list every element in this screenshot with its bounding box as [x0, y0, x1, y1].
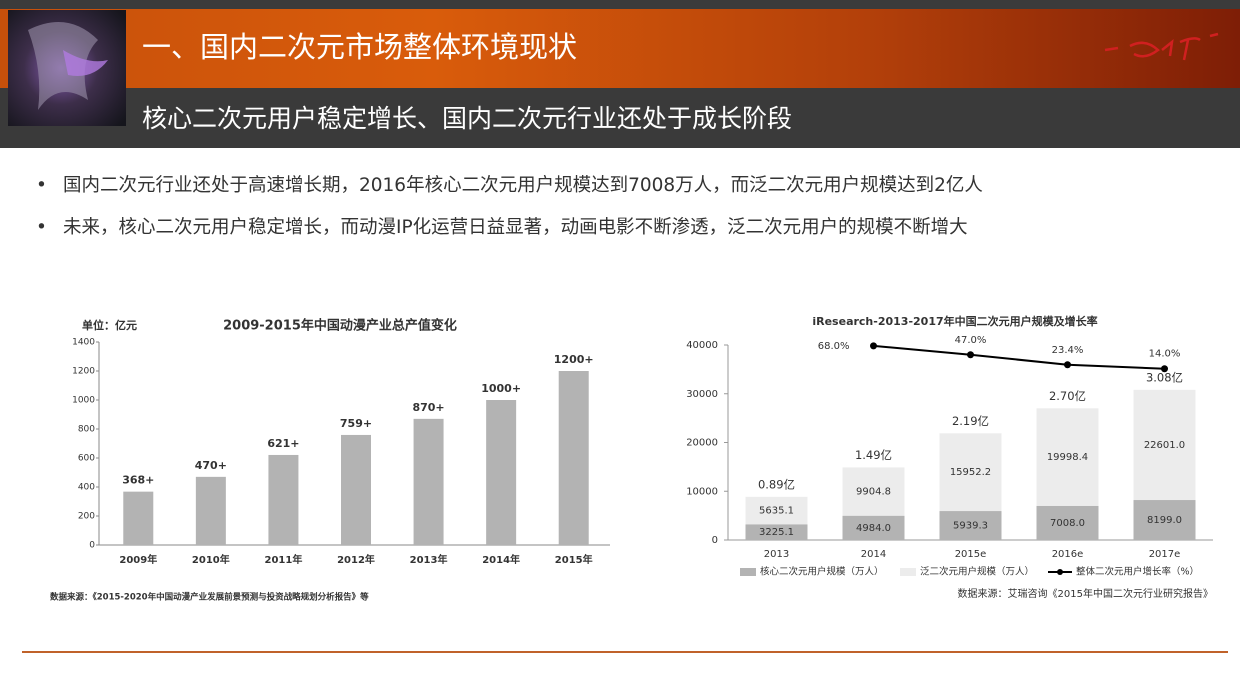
- value-label: 1200+: [554, 353, 594, 366]
- x-tick-label: 2010年: [192, 553, 230, 566]
- bullet-text: 未来，核心二次元用户稳定增长，而动漫IP化运营日益显著，动画电影不断渗透，泛二次…: [63, 217, 968, 238]
- bar: [413, 418, 444, 545]
- bullet-text: 国内二次元行业还处于高速增长期，2016年核心二次元用户规模达到7008万人，而…: [63, 175, 983, 196]
- bar-segment: [745, 524, 808, 540]
- value-label: 1000+: [481, 382, 521, 395]
- line-value-label: 68.0%: [818, 341, 850, 352]
- source-note: 数据来源：《2015-2020年中国动漫产业发展前景预测与投资战略规划分析报告》…: [50, 592, 369, 603]
- x-tick-label: 2013: [764, 549, 789, 560]
- y-tick-label: 1000: [72, 396, 95, 406]
- y-tick-label: 800: [78, 425, 95, 435]
- y-tick-label: 400: [78, 483, 95, 493]
- line-series: [873, 344, 1165, 370]
- logo: [1104, 32, 1219, 61]
- bar: [341, 434, 371, 545]
- bar: [268, 454, 299, 545]
- legend-label: 整体二次元用户增长率（%）: [1076, 566, 1199, 578]
- chart-title: iResearch-2013-2017年中国二次元用户规模及增长率: [812, 314, 1097, 328]
- y-tick-label: 40000: [686, 340, 718, 351]
- bar: [558, 371, 589, 545]
- x-tick-label: 2015年: [555, 553, 593, 566]
- x-tick-label: 2016e: [1052, 549, 1084, 560]
- unit-label: 单位：亿元: [82, 318, 137, 332]
- value-label: 7008.0: [1050, 518, 1085, 529]
- y-tick-label: 0: [89, 541, 95, 551]
- y-tick-label: 1400: [72, 338, 95, 348]
- line-value-label: 47.0%: [955, 335, 987, 346]
- value-label: 870+: [412, 401, 444, 414]
- value-label: 3225.1: [759, 527, 794, 538]
- y-tick-label: 0: [712, 535, 718, 546]
- value-label: 15952.2: [950, 467, 991, 478]
- header-image: [8, 10, 126, 126]
- bar-segment: [939, 433, 1002, 512]
- y-tick-label: 10000: [686, 486, 718, 497]
- value-label: 8199.0: [1147, 515, 1182, 526]
- x-tick-label: 2017e: [1149, 549, 1181, 560]
- total-label: 2.70亿: [1049, 389, 1086, 403]
- value-label: 470+: [195, 459, 227, 472]
- x-tick-label: 2014: [861, 549, 886, 560]
- x-tick-label: 2011年: [265, 553, 303, 566]
- bar-segment: [1133, 500, 1196, 540]
- total-label: 3.08亿: [1146, 370, 1183, 384]
- value-label: 19998.4: [1047, 452, 1088, 463]
- bullet-item: • 国内二次元行业还处于高速增长期，2016年核心二次元用户规模达到7008万人，…: [36, 175, 983, 196]
- bar-segment: [842, 515, 905, 540]
- y-tick-label: 1200: [72, 367, 95, 377]
- line-value-label: 14.0%: [1149, 349, 1181, 360]
- footer-rule: [22, 651, 1228, 653]
- total-label: 2.19亿: [952, 414, 989, 428]
- page-subtitle: 核心二次元用户稳定增长、国内二次元行业还处于成长阶段: [142, 104, 793, 133]
- value-label: 9904.8: [856, 487, 891, 498]
- legend-marker: [1057, 569, 1063, 575]
- legend-label: 核心二次元用户规模（万人）: [760, 566, 884, 578]
- page-title: 一、国内二次元市场整体环境现状: [142, 30, 578, 64]
- source-note: 数据来源：艾瑞咨询《2015年中国二次元行业研究报告》: [958, 587, 1213, 600]
- bar: [486, 400, 517, 545]
- x-tick-label: 2009年: [119, 553, 157, 566]
- bar-segment: [939, 511, 1002, 540]
- total-label: 0.89亿: [758, 477, 795, 491]
- line-point: [1064, 361, 1071, 369]
- value-label: 22601.0: [1144, 440, 1185, 451]
- value-label: 4984.0: [856, 523, 891, 534]
- line-value-label: 23.4%: [1052, 345, 1084, 356]
- y-tick-label: 30000: [686, 389, 718, 400]
- legend-swatch: [740, 568, 756, 576]
- subtitle-band: [0, 88, 1240, 148]
- value-label: 5635.1: [759, 506, 794, 517]
- bar: [123, 491, 154, 545]
- bar-segment: [842, 467, 905, 516]
- bar-segment: [745, 496, 808, 525]
- value-label: 621+: [267, 437, 299, 450]
- x-tick-label: 2014年: [482, 553, 520, 566]
- bullet-item: • 未来，核心二次元用户稳定增长，而动漫IP化运营日益显著，动画电影不断渗透，泛二…: [36, 217, 968, 238]
- top-bar: [0, 0, 1240, 9]
- legend-label: 泛二次元用户规模（万人）: [920, 566, 1034, 578]
- title-band: [0, 9, 1240, 88]
- x-tick-label: 2012年: [337, 553, 375, 566]
- line-point: [967, 351, 974, 359]
- value-label: 368+: [122, 474, 154, 487]
- line-point: [870, 342, 877, 350]
- x-tick-label: 2013年: [410, 553, 448, 566]
- legend-swatch: [900, 568, 916, 576]
- y-tick-label: 600: [78, 454, 95, 464]
- x-tick-label: 2015e: [955, 549, 987, 560]
- line-point: [1161, 365, 1168, 373]
- bar-segment: [1036, 408, 1099, 506]
- total-label: 1.49亿: [855, 448, 892, 462]
- value-label: 759+: [340, 417, 372, 430]
- y-tick-label: 200: [78, 512, 95, 522]
- bar-segment: [1133, 389, 1196, 501]
- chart-title: 2009-2015年中国动漫产业总产值变化: [223, 318, 457, 334]
- bar-segment: [1036, 505, 1099, 540]
- value-label: 5939.3: [953, 521, 988, 532]
- y-tick-label: 20000: [686, 438, 718, 449]
- bar: [195, 476, 226, 545]
